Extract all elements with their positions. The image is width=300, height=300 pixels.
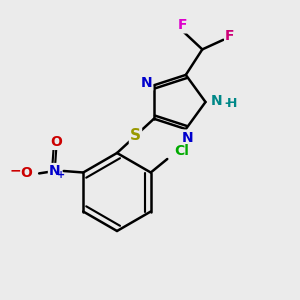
Text: O: O — [21, 167, 32, 180]
Text: F: F — [225, 29, 235, 43]
Text: Cl: Cl — [174, 144, 189, 158]
Text: S: S — [130, 128, 141, 143]
Text: O: O — [50, 135, 62, 149]
Text: H: H — [227, 97, 238, 110]
Text: +: + — [57, 169, 65, 180]
Text: N: N — [182, 130, 193, 145]
Text: F: F — [178, 18, 187, 32]
Text: N: N — [211, 94, 223, 107]
Text: N: N — [49, 164, 61, 178]
Text: -: - — [224, 97, 229, 110]
Text: −: − — [10, 164, 22, 177]
Text: N: N — [141, 76, 152, 90]
